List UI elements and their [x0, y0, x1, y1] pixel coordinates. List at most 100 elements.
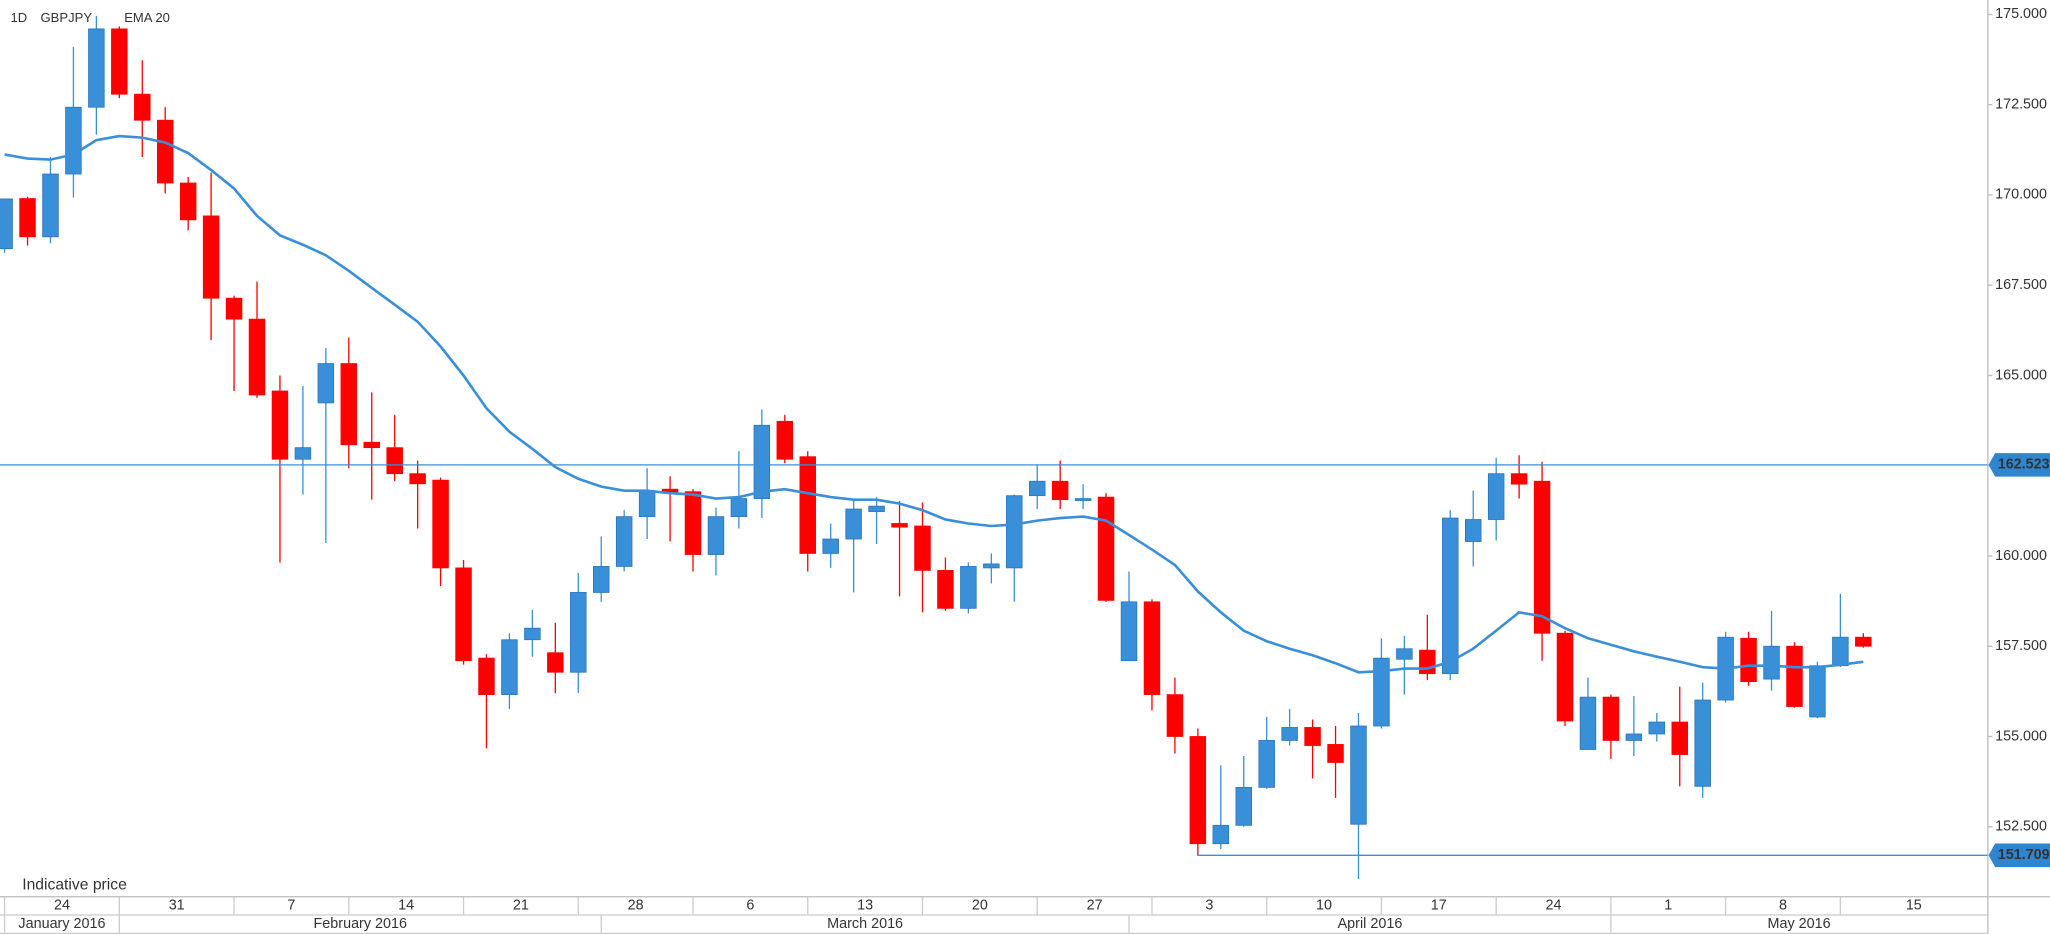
candle-body [1396, 648, 1413, 660]
candle-body [1120, 601, 1138, 662]
candle-body [570, 592, 587, 673]
x-tick-label: 20 [972, 898, 988, 914]
candle-body [753, 424, 771, 499]
candle-body [1464, 519, 1482, 542]
note: Indicative price [22, 877, 127, 894]
candle-body [1487, 473, 1505, 520]
candle-body [547, 652, 564, 673]
x-tick-label: 13 [857, 898, 873, 914]
candle-body [179, 182, 197, 221]
candle-body [707, 516, 725, 555]
y-tick-label: 167.500 [1995, 277, 2047, 293]
y-tick-label: 175.000 [1995, 6, 2047, 22]
candle-body [1212, 824, 1230, 845]
candle-body [42, 173, 59, 238]
candle-body [455, 567, 472, 662]
candle-body [19, 198, 36, 238]
candle-body [1694, 699, 1711, 787]
price-label: 151.709 [1998, 847, 2050, 863]
month-label: January 2016 [18, 916, 105, 932]
candle-body [1304, 727, 1321, 746]
candle-body [1235, 787, 1252, 826]
candle-body [1602, 696, 1620, 741]
candle-body [1579, 696, 1597, 750]
candle-body [1510, 473, 1528, 485]
candle-body [983, 563, 1000, 569]
candle-body [1533, 480, 1551, 634]
month-label: May 2016 [1768, 916, 1831, 932]
x-tick-label: 6 [746, 898, 754, 914]
candle-body [1556, 632, 1574, 722]
month-label: March 2016 [827, 916, 903, 932]
candle-body [1763, 645, 1780, 680]
candle-body [592, 566, 610, 593]
candle-body [134, 93, 151, 121]
candle-body [868, 505, 885, 512]
candle-body [409, 473, 426, 485]
candle-body [914, 525, 931, 571]
month-label: February 2016 [314, 916, 407, 932]
candle-body [1419, 649, 1436, 675]
x-tick-label: 7 [287, 898, 295, 914]
x-tick-label: 24 [1546, 898, 1562, 914]
candle-body [1074, 498, 1092, 501]
candle-body [271, 390, 289, 460]
x-tick-label: 3 [1205, 898, 1213, 914]
x-tick-label: 14 [398, 898, 414, 914]
candle-body [1189, 736, 1207, 845]
candle-body [730, 498, 748, 518]
candle-body [1097, 496, 1115, 601]
candle-body [1809, 665, 1826, 718]
candle-body [88, 28, 105, 108]
candle-body [615, 516, 633, 567]
candle-body [1786, 645, 1803, 707]
x-tick-label: 8 [1779, 898, 1787, 914]
candle-body [340, 363, 358, 446]
candle-body [111, 28, 128, 95]
y-tick-label: 170.000 [1995, 187, 2047, 203]
x-tick-label: 21 [513, 898, 529, 914]
candle-body [776, 420, 794, 460]
legend-entry: EMA 20 [124, 10, 170, 25]
y-tick-label: 160.000 [1995, 548, 2047, 564]
candle-body [1350, 725, 1367, 825]
candle-body [202, 215, 220, 299]
x-tick-label: 10 [1316, 898, 1332, 914]
y-tick-label: 165.000 [1995, 367, 2047, 383]
candle-body [1855, 636, 1872, 647]
candle-body [225, 297, 243, 320]
y-tick-label: 157.500 [1995, 638, 2047, 654]
x-tick-label: 31 [169, 898, 185, 914]
candle-body [638, 490, 656, 518]
candle-body [1166, 694, 1184, 737]
candle-body [845, 508, 862, 540]
candle-body [294, 447, 312, 460]
y-tick-label: 172.500 [1995, 96, 2047, 112]
candle-body [1442, 517, 1459, 675]
x-tick-label: 28 [628, 898, 644, 914]
candle-body [1006, 495, 1023, 569]
candle-body [363, 441, 380, 449]
candle-body [822, 538, 839, 554]
symbol: GBPJPY [41, 10, 93, 25]
x-tick-label: 24 [54, 898, 70, 914]
price-label: 162.523 [1998, 457, 2050, 473]
candle-body [1051, 480, 1069, 501]
candle-body [960, 566, 977, 609]
candle-body [1740, 637, 1757, 683]
candle-body [1648, 721, 1666, 735]
candle-body [1143, 601, 1161, 696]
candle-body [248, 318, 266, 396]
candle-body [524, 627, 541, 641]
plot-layer [0, 15, 1872, 880]
candle-body [317, 363, 335, 404]
candle-body [0, 198, 13, 250]
candle-body [386, 447, 403, 475]
x-tick-label: 1 [1664, 898, 1672, 914]
candle-body [65, 106, 82, 175]
candle-body [1671, 721, 1688, 755]
y-tick-label: 152.500 [1995, 819, 2047, 835]
candle-body [799, 456, 816, 554]
candle-body [501, 639, 518, 696]
